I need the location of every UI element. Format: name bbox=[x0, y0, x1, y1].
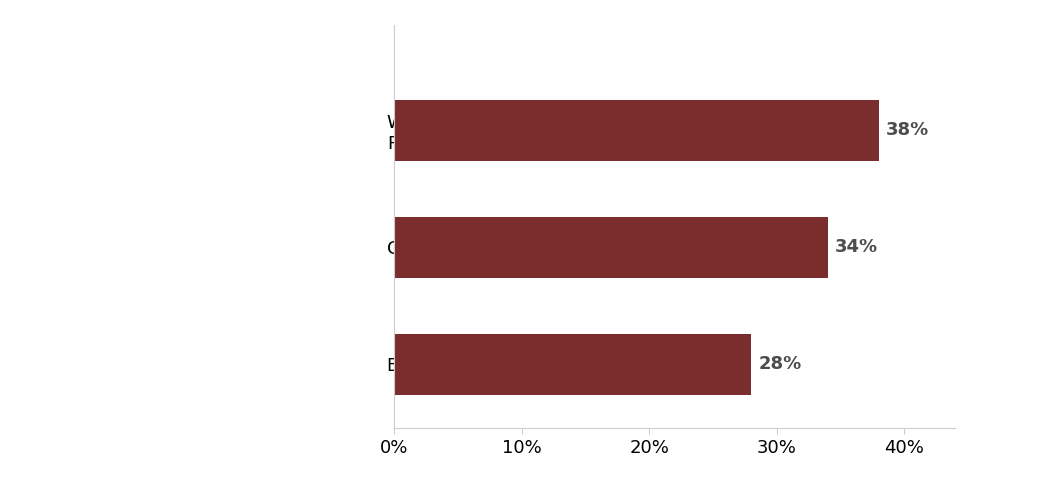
Text: 34%: 34% bbox=[836, 238, 878, 256]
Bar bbox=[394, 334, 752, 395]
Text: 28%: 28% bbox=[759, 355, 802, 373]
Bar bbox=[394, 217, 827, 278]
Bar bbox=[394, 100, 878, 161]
Text: 38%: 38% bbox=[886, 121, 929, 140]
